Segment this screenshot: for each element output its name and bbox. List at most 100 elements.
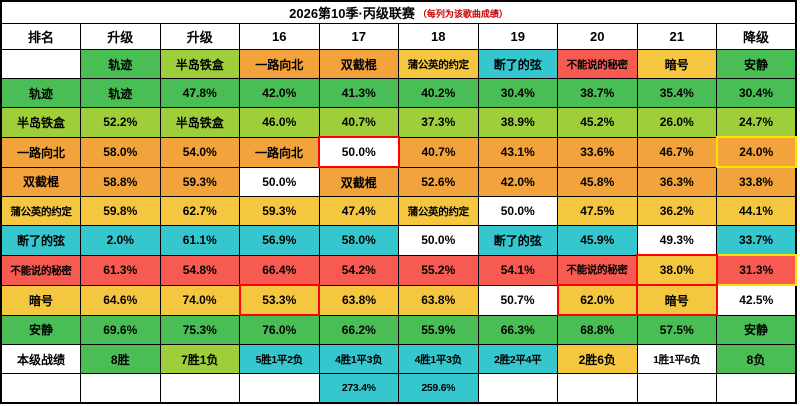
score-cell: 50.0% xyxy=(477,196,558,226)
score-cell: 68.8% xyxy=(557,314,638,345)
rank-song-cell: 蒲公英的约定 xyxy=(0,196,81,226)
song-name-cell: 暗号 xyxy=(636,284,718,316)
score-cell: 42.5% xyxy=(716,284,797,316)
rank-song-cell: 半岛铁盒 xyxy=(0,107,81,138)
column-header-row: 排名 升级 升级 16 17 18 19 20 21 降级 xyxy=(0,23,797,50)
score-cell: 46.7% xyxy=(636,136,717,168)
score-cell: 50.0% xyxy=(239,166,320,197)
table-row: 不能说的秘密 61.3% 54.8% 66.4% 54.2% 55.2% 54.1% 不能说的… xyxy=(0,254,797,286)
song-name-cell: 半岛铁盒 xyxy=(159,107,240,138)
column-header-21: 21 xyxy=(636,23,717,50)
song-name-cell: 双截棍 xyxy=(318,166,399,197)
score-cell: 45.2% xyxy=(557,107,638,138)
score-cell: 33.6% xyxy=(557,136,638,168)
empty-cell xyxy=(557,373,638,404)
column-header-16: 16 xyxy=(239,23,320,50)
score-cell: 38.9% xyxy=(477,107,558,138)
song-name-cell: 一路向北 xyxy=(239,136,320,168)
table-row: 蒲公英的约定 59.8% 62.7% 59.3% 47.4% 蒲公英的约定 50.0% 47.… xyxy=(0,196,797,226)
song-name-cell: 不能说的秘密 xyxy=(557,254,638,286)
score-cell: 66.4% xyxy=(239,254,320,286)
record-cell: 5胜1平2负 xyxy=(239,344,320,374)
song-name-cell: 不能说的秘密 xyxy=(557,49,638,79)
score-cell: 30.4% xyxy=(716,78,797,108)
score-cell: 49.3% xyxy=(636,225,717,256)
record-cell: 7胜1负 xyxy=(159,344,240,374)
score-cell: 55.2% xyxy=(398,254,479,286)
score-cell: 47.8% xyxy=(159,78,240,108)
score-cell: 24.0% xyxy=(715,136,797,168)
table-row: 双截棍 58.8% 59.3% 50.0% 双截棍 52.6% 42.0% 45.8% 36.3… xyxy=(0,166,797,197)
column-header-18: 18 xyxy=(398,23,479,50)
score-cell: 47.4% xyxy=(318,196,399,226)
score-cell: 42.0% xyxy=(239,78,320,108)
score-cell: 57.5% xyxy=(636,314,717,345)
score-cell: 53.3% xyxy=(238,284,320,316)
empty-cell xyxy=(0,49,81,79)
table-row: 轨迹 轨迹 47.8% 42.0% 41.3% 40.2% 30.4% 38.7% 35.4% 3… xyxy=(0,78,797,108)
song-name-cell: 半岛铁盒 xyxy=(159,49,240,79)
song-name-cell: 蒲公英的约定 xyxy=(398,196,479,226)
title-row: 2026第10季·丙级联赛 （每列为该歌曲成绩） xyxy=(0,0,797,24)
score-cell: 61.1% xyxy=(159,225,240,256)
score-cell: 69.6% xyxy=(80,314,161,345)
rank-song-cell: 轨迹 xyxy=(0,78,81,108)
song-name-cell: 安静 xyxy=(716,314,797,345)
column-header-20: 20 xyxy=(557,23,638,50)
page-subtitle: （每列为该歌曲成绩） xyxy=(417,9,508,19)
total-cell: 259.6% xyxy=(398,373,479,404)
score-cell: 59.8% xyxy=(80,196,161,226)
column-header-升级: 升级 xyxy=(159,23,240,50)
rank-song-cell: 安静 xyxy=(0,314,81,345)
score-cell: 42.0% xyxy=(477,166,558,197)
score-cell: 40.7% xyxy=(398,136,479,168)
song-name-cell: 暗号 xyxy=(636,49,717,79)
record-cell: 8胜 xyxy=(80,344,161,374)
score-cell: 38.7% xyxy=(557,78,638,108)
table-row: 断了的弦 2.0% 61.1% 56.9% 58.0% 50.0% 断了的弦 45.9% 49.… xyxy=(0,225,797,256)
table-row: 轨迹 半岛铁盒 一路向北 双截棍 蒲公英的约定 断了的弦 不能说的秘密 暗号 安静 xyxy=(0,49,797,79)
empty-cell xyxy=(477,373,558,404)
table-row: 一路向北 58.0% 54.0% 一路向北 50.0% 40.7% 43.1% 33.6% 46… xyxy=(0,136,797,168)
score-cell: 45.9% xyxy=(557,225,638,256)
table-title-cell: 2026第10季·丙级联赛 （每列为该歌曲成绩） xyxy=(0,0,797,24)
table-row: 本级战绩 8胜 7胜1负 5胜1平2负 4胜1平3负 4胜1平3负 2胜2平4平 2胜6负 1胜… xyxy=(0,344,797,374)
score-cell: 61.3% xyxy=(80,254,161,286)
column-header-升级: 升级 xyxy=(80,23,161,50)
table-row: 暗号 64.6% 74.0% 53.3% 63.8% 63.8% 50.7% 62.0% 暗号 4… xyxy=(0,284,797,316)
empty-cell xyxy=(636,373,717,404)
song-name-cell: 断了的弦 xyxy=(477,49,558,79)
record-cell: 8负 xyxy=(716,344,797,374)
column-header-17: 17 xyxy=(318,23,399,50)
score-cell: 36.3% xyxy=(636,166,717,197)
rank-song-cell: 本级战绩 xyxy=(0,344,81,374)
score-cell: 76.0% xyxy=(239,314,320,345)
rank-song-cell: 双截棍 xyxy=(0,166,81,197)
score-cell: 66.2% xyxy=(318,314,399,345)
score-cell: 44.1% xyxy=(716,196,797,226)
score-cell: 46.0% xyxy=(239,107,320,138)
score-cell: 38.0% xyxy=(636,254,718,286)
table-row: 273.4% 259.6% xyxy=(0,373,797,404)
score-cell: 35.4% xyxy=(636,78,717,108)
score-cell: 59.3% xyxy=(159,166,240,197)
empty-cell xyxy=(0,373,81,404)
score-cell: 74.0% xyxy=(159,284,240,316)
rank-song-cell: 不能说的秘密 xyxy=(0,254,81,286)
score-cell: 52.6% xyxy=(398,166,479,197)
score-cell: 41.3% xyxy=(318,78,399,108)
score-cell: 54.2% xyxy=(318,254,399,286)
column-header-19: 19 xyxy=(477,23,558,50)
record-cell: 2胜6负 xyxy=(557,344,638,374)
table-row: 安静 69.6% 75.3% 76.0% 66.2% 55.9% 66.3% 68.8% 57.… xyxy=(0,314,797,345)
score-cell: 62.0% xyxy=(556,284,638,316)
rank-song-cell: 暗号 xyxy=(0,284,81,316)
score-cell: 59.3% xyxy=(239,196,320,226)
score-cell: 58.8% xyxy=(80,166,161,197)
column-header-降级: 降级 xyxy=(716,23,797,50)
score-cell: 63.8% xyxy=(318,284,399,316)
empty-cell xyxy=(239,373,320,404)
song-name-cell: 断了的弦 xyxy=(477,225,558,256)
